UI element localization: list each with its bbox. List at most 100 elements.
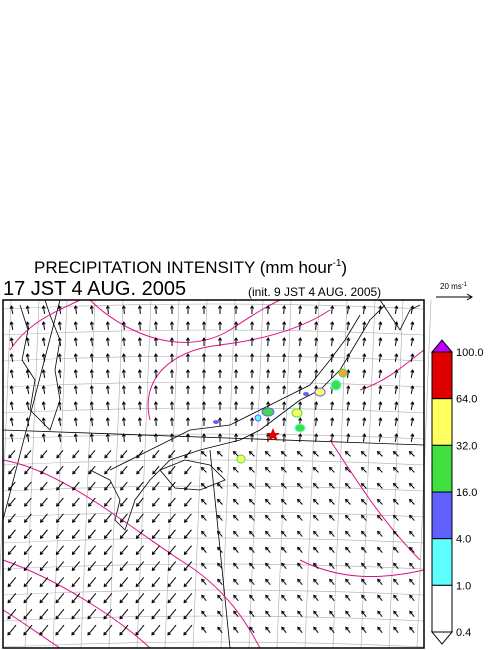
wind-vector — [23, 529, 32, 539]
wind-vector — [201, 610, 207, 618]
colorbar: 100.0 64.0 32.0 16.0 4.0 1.0 0.4 — [430, 339, 484, 645]
map-background — [3, 300, 424, 648]
wind-vector — [25, 321, 30, 331]
wind-vector — [135, 593, 145, 604]
colorbar-segment — [431, 538, 453, 586]
wind-vector — [376, 498, 383, 505]
colorbar-segment — [431, 584, 453, 633]
wind-vector — [121, 385, 126, 395]
wind-vector — [314, 433, 319, 443]
wind-vector — [71, 624, 81, 636]
wind-vector — [7, 529, 16, 539]
wind-vector — [249, 594, 255, 602]
wind-vector — [409, 578, 415, 585]
wind-vector — [87, 529, 96, 539]
wind-vector — [119, 513, 128, 523]
wind-vector — [183, 545, 192, 556]
wind-vector — [121, 337, 126, 347]
colorbar-label: 1.0 — [456, 580, 471, 592]
wind-vector — [119, 624, 129, 636]
wind-vector — [151, 513, 160, 523]
wind-vector — [137, 385, 142, 395]
wind-vector — [280, 498, 287, 505]
wind-vector — [282, 369, 287, 379]
wind-vector — [281, 626, 287, 634]
wind-vector — [361, 530, 367, 537]
wind-vector — [345, 626, 351, 634]
graticule-line — [304, 299, 320, 649]
wind-vector — [393, 546, 399, 553]
wind-vector — [8, 497, 16, 507]
wind-vector — [137, 369, 142, 379]
wind-vector — [234, 401, 239, 411]
contour — [9, 299, 81, 351]
wind-vector — [9, 321, 14, 331]
wind-vector — [330, 305, 335, 315]
wind-vector — [89, 369, 94, 379]
wind-scale-exponent: -1 — [462, 282, 468, 288]
wind-vector — [8, 465, 16, 475]
wind-vector — [56, 465, 64, 475]
wind-vector — [393, 562, 399, 569]
wind-vector — [394, 321, 399, 331]
wind-vector — [168, 481, 176, 491]
wind-vector — [232, 482, 239, 489]
coast-japan-south — [89, 304, 386, 531]
wind-vector — [73, 385, 78, 395]
wind-vector — [330, 369, 335, 379]
wind-vector — [152, 497, 160, 507]
wind-vector — [216, 482, 223, 489]
wind-vector — [297, 626, 303, 634]
wind-vector — [56, 497, 64, 507]
wind-vector — [216, 514, 223, 521]
wind-vector — [57, 417, 62, 427]
colorbar-label: 100.0 — [456, 347, 484, 359]
wind-vector — [120, 449, 128, 459]
wind-vector — [393, 530, 399, 537]
wind-vector — [234, 369, 239, 379]
wind-vector — [346, 337, 351, 347]
wind-vector — [103, 561, 113, 572]
wind-vector — [297, 578, 303, 585]
wind-vector — [360, 482, 367, 489]
wind-vector — [71, 545, 80, 556]
wind-vector — [40, 465, 48, 475]
contour — [299, 559, 425, 578]
wind-vector — [330, 337, 335, 347]
wind-vector — [88, 481, 96, 491]
wind-vector — [7, 608, 17, 620]
wind-vector — [280, 466, 287, 473]
wind-vector — [408, 466, 415, 473]
wind-vector — [377, 546, 383, 553]
wind-vector — [137, 321, 142, 331]
wind-vector — [378, 337, 383, 347]
wind-vector — [9, 353, 14, 363]
wind-vector — [151, 624, 161, 636]
wind-vector — [104, 465, 112, 475]
wind-vector — [41, 401, 46, 411]
wind-vector — [362, 417, 367, 427]
wind-vector — [217, 321, 223, 331]
wind-vector — [41, 305, 46, 315]
wind-vector — [72, 497, 80, 507]
wind-vector — [281, 594, 287, 602]
wind-vector — [232, 498, 239, 505]
wind-vector — [410, 321, 415, 331]
wind-vector — [217, 305, 223, 315]
wind-vector — [360, 450, 367, 457]
wind-vector — [377, 562, 383, 569]
wind-vector — [23, 608, 33, 620]
wind-vector — [152, 481, 160, 491]
wind-vector — [264, 466, 271, 473]
wind-vector — [25, 369, 30, 379]
precip-cell — [213, 420, 219, 424]
wind-vector — [346, 401, 351, 411]
wind-vector — [250, 353, 255, 363]
wind-vector — [264, 482, 271, 489]
wind-vector — [266, 417, 271, 427]
wind-vector — [280, 482, 287, 489]
wind-vector — [297, 610, 303, 618]
wind-vector — [73, 369, 78, 379]
graticule-line — [2, 641, 425, 648]
wind-vector — [249, 530, 255, 537]
